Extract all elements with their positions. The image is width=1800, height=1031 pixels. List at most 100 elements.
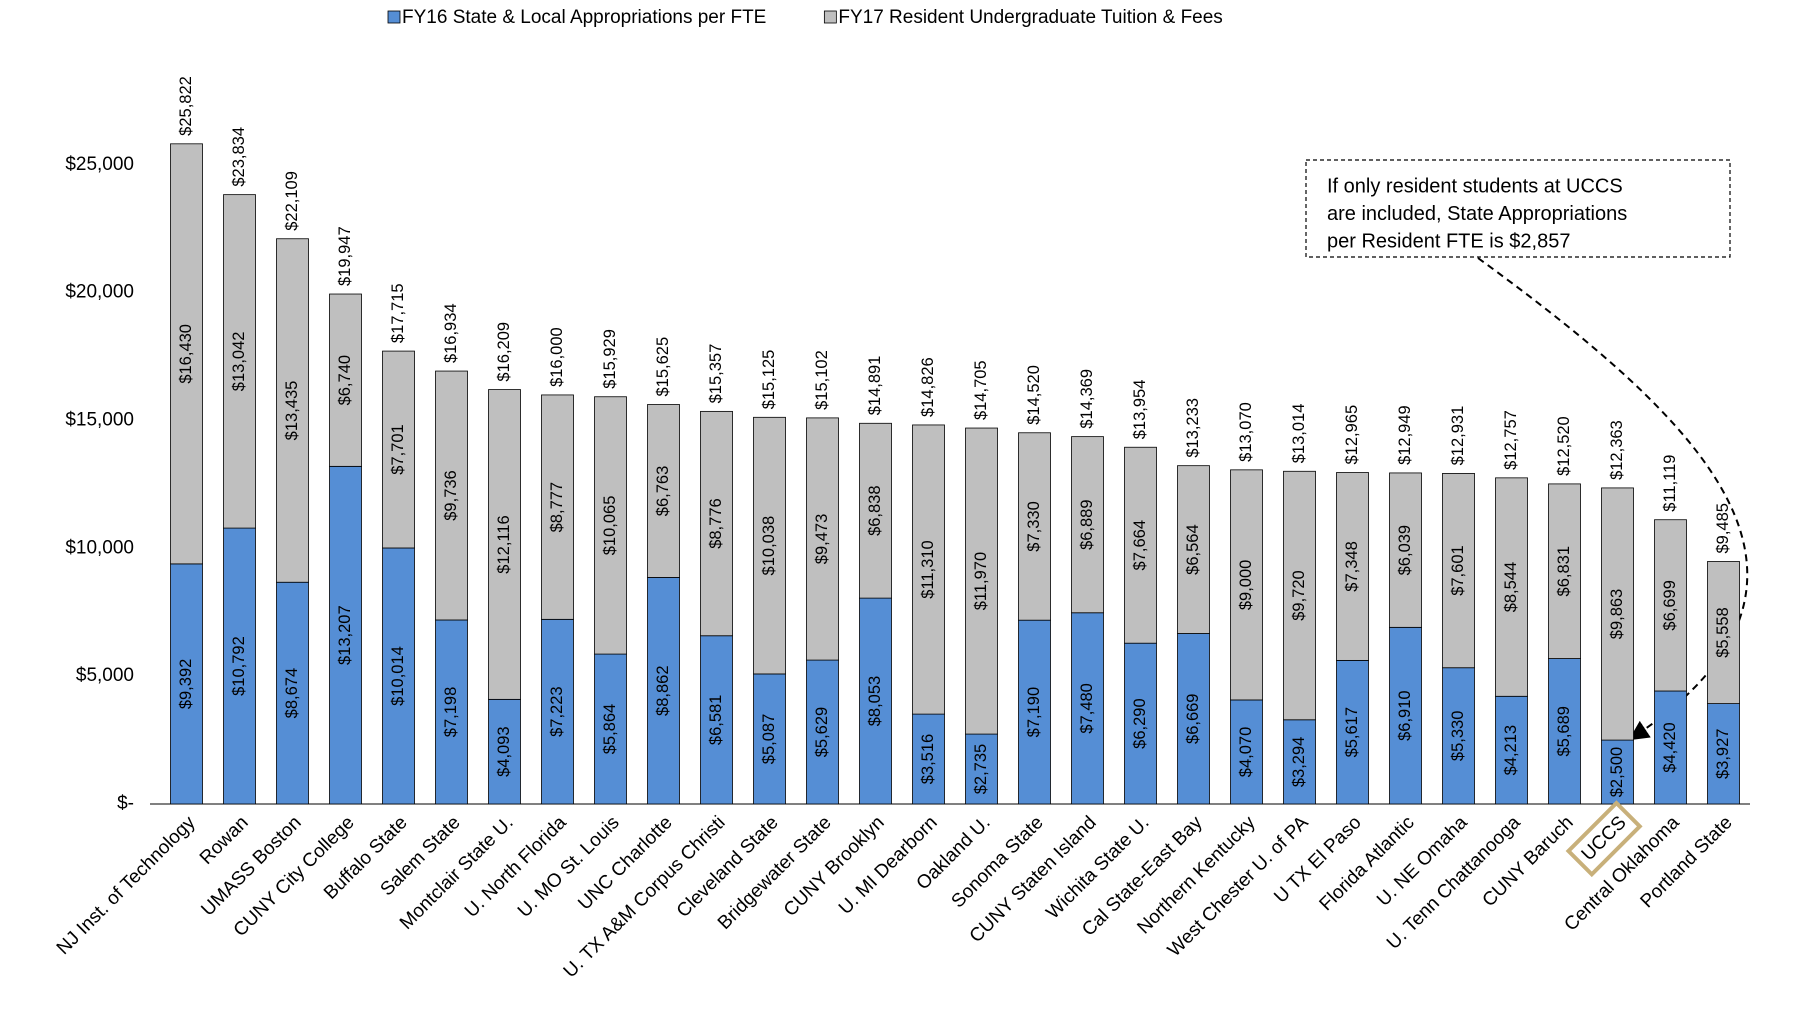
- total-label: $15,125: [760, 350, 778, 410]
- x-tick-label: Florida Atlantic: [1316, 812, 1419, 915]
- bar-segment: [1336, 659, 1369, 805]
- x-tick-group: Florida Atlantic: [1316, 812, 1419, 915]
- y-tick-label: $15,000: [65, 410, 134, 431]
- x-tick-group: CUNY Baruch: [1479, 812, 1578, 911]
- total-label: $16,209: [495, 322, 513, 382]
- value-label: $5,087: [760, 714, 778, 764]
- value-label: $7,223: [548, 686, 566, 736]
- value-label: $3,294: [1290, 737, 1308, 787]
- value-label: $2,735: [972, 744, 990, 794]
- y-tick-label: $25,000: [65, 154, 134, 175]
- value-label: $3,516: [919, 734, 937, 784]
- total-label: $14,369: [1078, 369, 1096, 429]
- x-tick-group: UNC Charlotte: [574, 812, 676, 914]
- value-label: $8,544: [1502, 562, 1520, 612]
- total-label: $13,014: [1290, 404, 1308, 464]
- bar-segment: [1389, 626, 1422, 805]
- x-tick-group: Portland State: [1637, 812, 1737, 912]
- bar-segment: [859, 422, 892, 599]
- total-label: $14,891: [866, 356, 884, 416]
- value-label: $8,776: [707, 498, 725, 548]
- value-label: $16,430: [177, 324, 195, 384]
- total-label: $15,625: [654, 337, 672, 397]
- bar-segment: [276, 238, 309, 583]
- total-label: $13,954: [1131, 380, 1149, 440]
- bar-segment: [1495, 477, 1528, 697]
- value-label: $5,558: [1714, 607, 1732, 657]
- value-label: $6,290: [1131, 698, 1149, 748]
- annotation-text: If only resident students at UCCS: [1327, 175, 1623, 197]
- x-tick-label: NJ Inst. of Technology: [53, 812, 200, 959]
- total-label: $12,520: [1555, 416, 1573, 476]
- bar-segment: [541, 394, 574, 620]
- bar-segment: [647, 404, 680, 578]
- bar-segment: [276, 581, 309, 805]
- value-label: $7,190: [1025, 687, 1043, 737]
- bar-segment: [1018, 432, 1051, 621]
- bar-segment: [1283, 719, 1316, 805]
- bar-segment: [1707, 561, 1740, 704]
- value-label: $4,093: [495, 726, 513, 776]
- value-label: $7,348: [1343, 541, 1361, 591]
- bar-segment: [912, 713, 945, 805]
- value-label: $8,674: [283, 668, 301, 718]
- value-label: $8,053: [866, 676, 884, 726]
- total-label: $14,705: [972, 360, 990, 420]
- bar-segment: [1018, 619, 1051, 805]
- value-label: $10,792: [230, 636, 248, 696]
- value-label: $3,927: [1714, 729, 1732, 779]
- value-label: $5,864: [601, 704, 619, 754]
- bar-segment: [382, 547, 415, 805]
- total-label: $23,834: [230, 127, 248, 187]
- value-label: $8,777: [548, 482, 566, 532]
- bar-segment: [700, 635, 733, 805]
- bar-segment: [382, 350, 415, 549]
- bar-segment: [594, 653, 627, 805]
- value-label: $7,480: [1078, 683, 1096, 733]
- bar-segment: [1124, 642, 1157, 805]
- value-label: $7,198: [442, 687, 460, 737]
- value-label: $9,392: [177, 659, 195, 709]
- total-label: $16,934: [442, 303, 460, 363]
- value-label: $5,689: [1555, 706, 1573, 756]
- bar-segment: [1230, 699, 1263, 805]
- bar-segment: [488, 698, 521, 805]
- value-label: $6,564: [1184, 524, 1202, 574]
- total-label: $11,119: [1661, 455, 1679, 512]
- bar-segment: [1601, 739, 1634, 805]
- x-tick-group: NJ Inst. of Technology: [53, 812, 200, 959]
- y-tick-label: $-: [117, 793, 134, 814]
- value-label: $10,065: [601, 496, 619, 556]
- x-tick-label: Portland State: [1637, 812, 1737, 912]
- bar-segment: [1177, 465, 1210, 634]
- value-label: $11,310: [919, 540, 937, 598]
- value-label: $10,014: [389, 646, 407, 706]
- value-label: $4,213: [1502, 725, 1520, 775]
- value-label: $9,720: [1290, 570, 1308, 620]
- bar-segment: [912, 424, 945, 715]
- value-label: $6,581: [707, 695, 725, 745]
- total-label: $15,102: [813, 350, 831, 410]
- value-label: $13,435: [283, 381, 301, 441]
- bar-segment: [1283, 470, 1316, 721]
- bar-segment: [170, 563, 203, 805]
- total-label: $17,715: [389, 283, 407, 343]
- value-label: $6,831: [1555, 546, 1573, 596]
- annotation-box: [1305, 159, 1731, 258]
- total-label: $12,949: [1396, 405, 1414, 465]
- x-tick-label: CUNY Baruch: [1479, 812, 1578, 911]
- legend-swatch: [387, 10, 401, 24]
- value-label: $5,617: [1343, 707, 1361, 757]
- bar-segment: [1071, 612, 1104, 805]
- value-label: $9,473: [813, 514, 831, 564]
- bar-segment: [1548, 483, 1581, 659]
- value-label: $9,000: [1237, 560, 1255, 610]
- total-label: $19,947: [336, 226, 354, 286]
- highlight-box: [1565, 800, 1643, 878]
- bar-segment: [223, 527, 256, 805]
- bar-segment: [541, 618, 574, 805]
- x-tick-group: Sonoma State: [948, 812, 1048, 912]
- y-tick-label: $10,000: [65, 537, 134, 558]
- bar-segment: [1124, 446, 1157, 644]
